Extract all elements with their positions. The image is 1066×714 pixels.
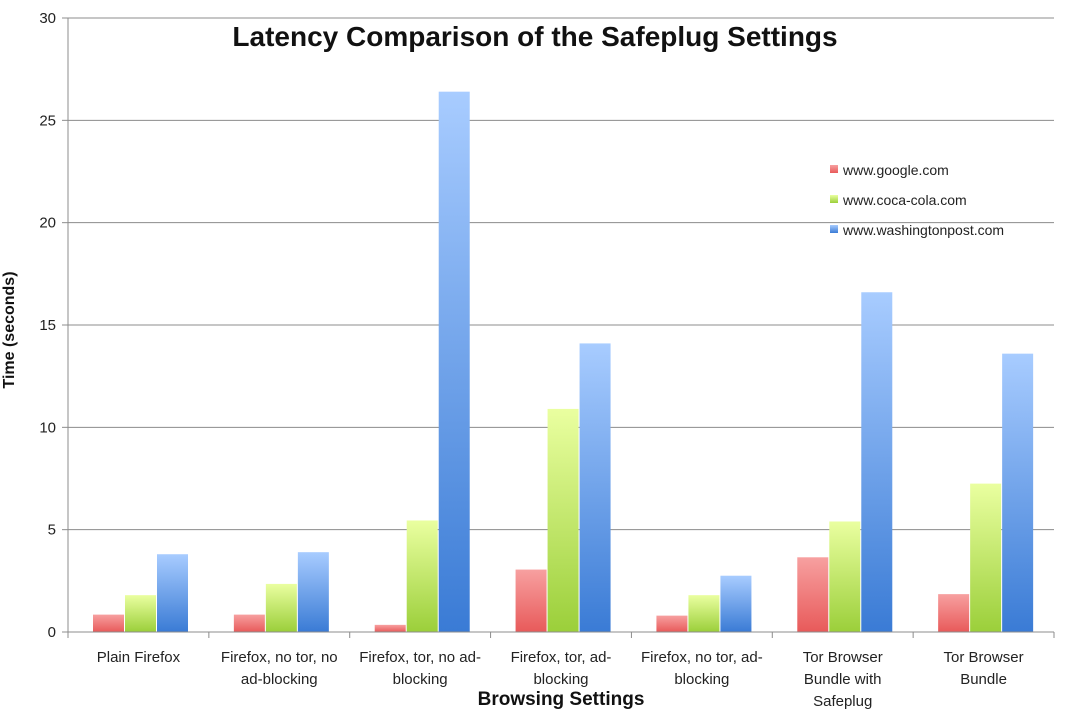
bar-1-cat-1 — [93, 614, 124, 632]
bar-3-cat-4 — [579, 343, 611, 632]
bar-1-cat-2 — [233, 614, 265, 632]
y-tick-label: 20 — [39, 215, 56, 232]
x-category-label: Firefox, tor, ad-blocking — [511, 649, 612, 688]
y-tick-label: 30 — [39, 10, 56, 27]
legend-label: www.google.com — [842, 162, 949, 178]
x-category-label: Firefox, tor, no ad-blocking — [359, 649, 481, 688]
legend: www.google.com www.coca-cola.com www.washi… — [830, 162, 1004, 238]
legend-swatch — [830, 195, 838, 203]
bar-1-cat-6 — [797, 557, 829, 632]
bar-2-cat-6 — [829, 521, 861, 632]
category-labels: Plain Firefox Firefox, no tor, no ad-block… — [97, 649, 1024, 710]
y-tick-label: 0 — [48, 624, 56, 641]
bar-1-cat-3 — [374, 624, 406, 632]
x-category-label: Plain Firefox — [97, 649, 181, 666]
bars — [93, 91, 1034, 633]
bar-2-cat-4 — [547, 408, 579, 632]
bar-2-cat-5 — [688, 595, 720, 632]
x-category-label: Firefox, no tor, no ad-blocking — [221, 649, 338, 688]
bar-1-cat-7 — [938, 594, 970, 632]
bar-2-cat-3 — [406, 520, 438, 632]
legend-label: www.coca-cola.com — [842, 192, 967, 208]
bar-2-cat-2 — [265, 583, 297, 632]
legend-swatch — [830, 165, 838, 173]
y-tick-label: 5 — [48, 522, 56, 539]
x-category-label: Tor Browser Bundle with Safeplug — [803, 649, 883, 710]
bar-2-cat-1 — [125, 595, 156, 632]
axes — [67, 18, 1055, 638]
y-tick-label: 25 — [39, 112, 56, 129]
bar-3-cat-2 — [297, 552, 329, 632]
legend-swatch — [830, 225, 838, 233]
x-category-label: Firefox, no tor, ad-blocking — [641, 649, 763, 688]
bar-3-cat-5 — [720, 575, 752, 632]
x-axis-title: Browsing Settings — [478, 689, 645, 710]
y-tick-label: 10 — [39, 419, 56, 436]
bar-3-cat-1 — [157, 554, 188, 632]
bar-3-cat-7 — [1002, 353, 1034, 632]
y-tick-labels: 0 5 10 15 20 25 30 — [39, 10, 56, 641]
bar-1-cat-4 — [515, 569, 547, 632]
legend-label: www.washingtonpost.com — [842, 222, 1004, 238]
bar-2-cat-7 — [970, 483, 1002, 632]
bar-3-cat-3 — [438, 91, 470, 633]
bar-3-cat-6 — [861, 292, 893, 632]
y-axis-title: Time (seconds) — [1, 271, 18, 388]
x-category-label: Tor Browser Bundle — [944, 649, 1024, 688]
bar-1-cat-5 — [656, 615, 688, 632]
y-tick-label: 15 — [39, 317, 56, 334]
chart-title: Latency Comparison of the Safeplug Setti… — [232, 21, 837, 52]
